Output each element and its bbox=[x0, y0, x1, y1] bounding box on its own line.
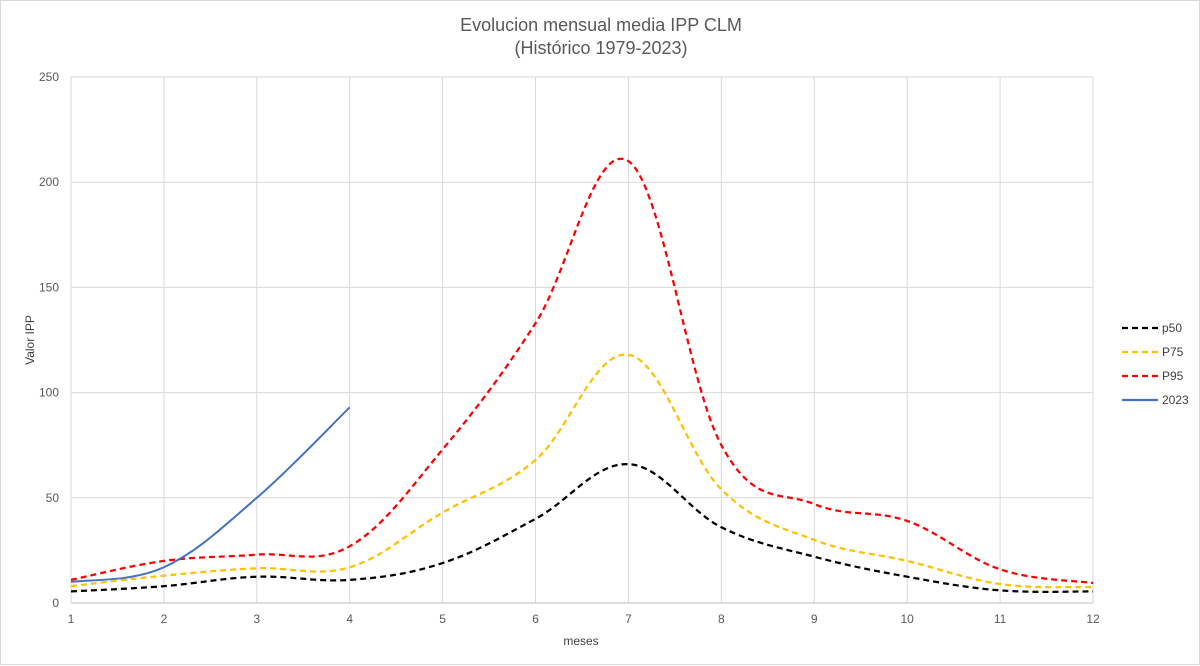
series-line-P75 bbox=[70, 353, 1094, 589]
x-tick-label: 8 bbox=[718, 612, 725, 626]
x-tick-label: 12 bbox=[1086, 612, 1100, 626]
x-tick-label: 7 bbox=[625, 612, 632, 626]
series-line-P95 bbox=[70, 157, 1094, 585]
y-tick-label: 0 bbox=[52, 596, 59, 610]
y-tick-label: 100 bbox=[39, 386, 59, 400]
x-tick-label: 2 bbox=[161, 612, 168, 626]
legend-label-P75: P75 bbox=[1162, 345, 1184, 359]
y-tick-label: 200 bbox=[39, 175, 59, 189]
series-line-2023 bbox=[70, 406, 351, 583]
x-tick-label: 5 bbox=[439, 612, 446, 626]
series-line-p50 bbox=[70, 463, 1094, 593]
x-tick-label: 6 bbox=[532, 612, 539, 626]
chart-title: Evolucion mensual media IPP CLM bbox=[460, 15, 742, 35]
x-tick-label: 1 bbox=[68, 612, 75, 626]
grid-layer bbox=[70, 76, 1094, 604]
y-tick-label: 50 bbox=[46, 491, 60, 505]
x-axis-label: meses bbox=[563, 634, 598, 648]
x-tick-label: 4 bbox=[346, 612, 353, 626]
legend-label-P95: P95 bbox=[1162, 369, 1184, 383]
y-tick-label: 150 bbox=[39, 280, 59, 294]
x-tick-label: 9 bbox=[811, 612, 818, 626]
series-layer bbox=[70, 157, 1094, 593]
x-tick-label: 11 bbox=[994, 612, 1007, 626]
x-tick-label: 3 bbox=[253, 612, 260, 626]
y-tick-label: 250 bbox=[39, 70, 59, 84]
chart-subtitle: (Histórico 1979-2023) bbox=[514, 38, 687, 58]
y-axis-label: Valor IPP bbox=[23, 315, 37, 365]
legend-label-p50: p50 bbox=[1162, 321, 1182, 335]
x-tick-label: 10 bbox=[901, 612, 915, 626]
legend-label-2023: 2023 bbox=[1162, 393, 1189, 407]
legend: p50 P75 P95 2023 bbox=[1122, 321, 1189, 407]
